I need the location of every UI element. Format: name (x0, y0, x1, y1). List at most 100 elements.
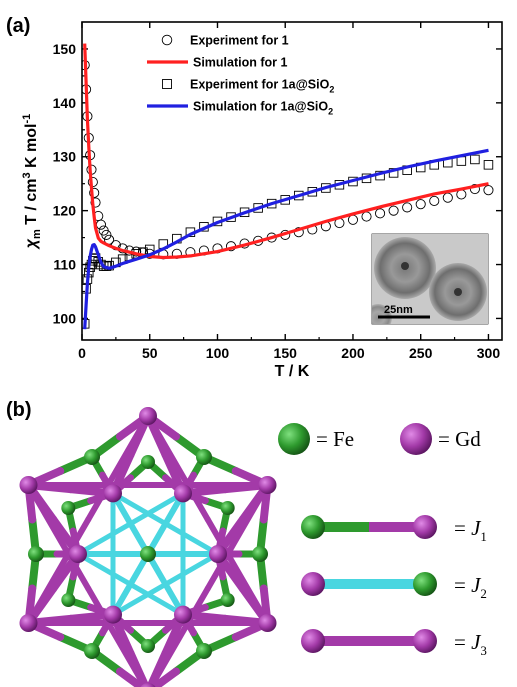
series-layer (82, 43, 494, 330)
y-tick-label: 120 (53, 203, 77, 219)
series-1 (83, 43, 489, 260)
key-atom-left (301, 515, 325, 539)
y-label-sup2: -1 (21, 114, 33, 124)
x-tick-label: 0 (78, 345, 86, 361)
fe-key-atom (278, 423, 310, 455)
data-point-circle (415, 199, 426, 210)
y-tick-label: 140 (53, 95, 77, 111)
gd-atom (258, 476, 277, 494)
data-point-circle (361, 211, 372, 222)
x-tick-label: 50 (142, 345, 158, 361)
x-tick-label: 150 (274, 345, 298, 361)
gd-atom (174, 484, 192, 503)
chart-a: 0 50 100 150 200 250 300 100 110 120 130 140 150 T /… (21, 21, 503, 380)
bond (204, 516, 271, 626)
axis-ticks (81, 22, 502, 340)
data-point-circle (429, 195, 440, 206)
nanoparticle-core-left (401, 262, 409, 270)
data-point-square (470, 154, 480, 165)
tick-labels: 0 50 100 150 200 250 300 100 110 120 130 140 150 (53, 41, 501, 361)
key-atom-right (413, 572, 437, 596)
bond (163, 521, 221, 557)
scale-label: 25nm (384, 304, 413, 316)
y-label-mid: T / cm (23, 179, 40, 230)
legend-label: Experiment for 1 (190, 34, 289, 48)
gd-atom (104, 484, 122, 503)
gd-atom (19, 614, 38, 632)
data-point-circle (402, 202, 413, 213)
bond-half (369, 636, 425, 646)
fe-atom (84, 449, 100, 466)
fe-atom (220, 501, 235, 515)
panel-b-label: (b) (6, 399, 32, 421)
series-line (83, 148, 489, 330)
gd-atom (69, 545, 87, 563)
data-point-circle (442, 192, 453, 203)
bond (116, 667, 148, 687)
fe-atom-center (140, 546, 156, 562)
bond (75, 551, 133, 587)
plot-frame (81, 21, 503, 341)
x-tick-label: 300 (477, 345, 501, 361)
key-atom-right (413, 629, 437, 653)
gd-atom (19, 476, 38, 494)
key-atom-right (413, 515, 437, 539)
y-label-sub: m (31, 229, 43, 239)
legend-label: Simulation for 1 (193, 56, 288, 70)
x-axis-label: T / K (275, 363, 310, 380)
fe-atom (220, 593, 235, 607)
fe-atom (141, 639, 155, 653)
y-tick-label: 130 (53, 149, 77, 165)
coupling-label: = J2 (454, 573, 487, 601)
data-point-square (483, 160, 494, 170)
data-point-circle (483, 185, 494, 196)
data-point-circle (89, 187, 100, 198)
coupling-key-J1: = J1 (301, 515, 487, 544)
bond-half (313, 636, 369, 646)
data-point-circle (101, 229, 112, 240)
fe-atom (196, 642, 212, 659)
y-tick-label: 150 (53, 41, 77, 57)
x-tick-label: 250 (409, 345, 433, 361)
bond (85, 413, 151, 523)
bond-half (369, 579, 425, 589)
data-point-circle (388, 205, 399, 216)
structure-key: = Fe = Gd = J1 = J2 = J3 (278, 423, 487, 658)
bond (85, 585, 149, 687)
gd-atom (174, 605, 192, 624)
y-label-sup1: 3 (21, 172, 33, 178)
tem-inset: 25nm (371, 233, 489, 325)
data-point-circle (375, 208, 386, 219)
bond (147, 585, 211, 687)
fe-atom (252, 546, 268, 562)
bond (148, 667, 180, 687)
legend-label: Experiment for 1a@SiO2 (190, 78, 334, 95)
gd-atom (139, 407, 157, 425)
series-line (83, 43, 489, 260)
cluster-structure (19, 407, 277, 687)
coupling-label: = J3 (454, 630, 487, 658)
gd-key-label: = Gd (438, 427, 481, 451)
coupling-key-J3: = J3 (301, 629, 487, 658)
fe-atom (141, 455, 155, 469)
bond-half (313, 522, 369, 532)
nanoparticle-core-right (454, 288, 462, 296)
legend-marker-square (162, 79, 172, 89)
gd-key-atom (400, 423, 432, 455)
fe-key-label: = Fe (316, 427, 354, 451)
y-axis-label: χm T / cm3 K mol-1 (21, 114, 43, 251)
key-atom-left (301, 629, 325, 653)
y-label-post: K mol (23, 124, 40, 173)
fe-atom (28, 546, 44, 562)
fe-atom (84, 642, 100, 659)
data-point-circle (95, 219, 107, 230)
gd-atom (140, 683, 156, 687)
bond (75, 521, 133, 557)
fe-atom (61, 593, 76, 607)
bond (110, 581, 168, 618)
panel-a-label: (a) (6, 15, 30, 37)
bond (128, 581, 186, 618)
fe-atom (196, 449, 212, 466)
data-point-circle (347, 214, 359, 225)
coupling-label: = J1 (454, 516, 487, 544)
